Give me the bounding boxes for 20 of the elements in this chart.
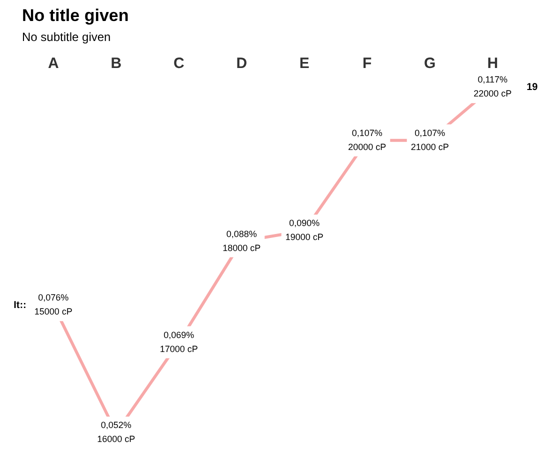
data-label: 0,107% 21000 cP: [410, 128, 449, 152]
x-tick-label: B: [110, 54, 122, 72]
x-tick-label: F: [362, 54, 372, 72]
x-tick-label: A: [48, 54, 59, 72]
data-label: 0,090% 19000 cP: [285, 218, 324, 242]
chart-title: No title given: [22, 6, 129, 25]
data-label: 0,069% 17000 cP: [160, 330, 198, 354]
x-tick-label: C: [173, 54, 184, 72]
annotation: It::: [14, 300, 26, 311]
data-label: 0,052% 16000 cP: [97, 420, 136, 444]
x-tick-label: D: [236, 54, 248, 72]
data-label: 0,088% 18000 cP: [222, 228, 261, 253]
x-tick-label: E: [299, 54, 310, 72]
x-tick-label: G: [424, 54, 436, 72]
data-label: 0,107% 20000 cP: [348, 128, 386, 152]
chart-subtitle: No subtitle given: [22, 30, 111, 44]
data-label: 0,076% 15000 cP: [34, 292, 72, 317]
data-label: 0,117% 22000 cP: [474, 74, 512, 99]
text: 19: [526, 82, 538, 93]
x-tick-label: H: [487, 54, 498, 72]
